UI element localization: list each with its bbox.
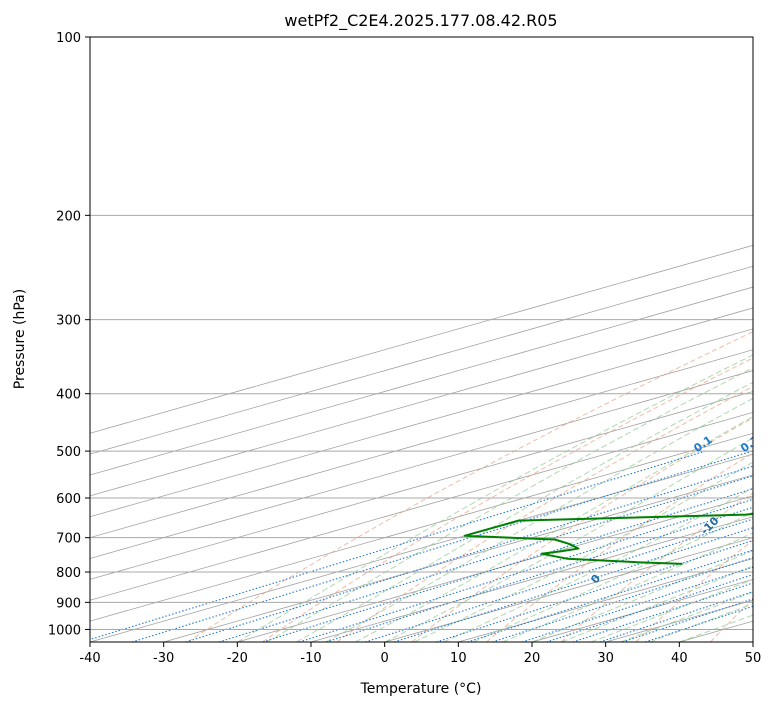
y-tick-label: 800 bbox=[56, 566, 81, 581]
y-tick-label: 1000 bbox=[48, 623, 81, 638]
dry-adiabat-line bbox=[187, 331, 753, 642]
mixing-ratio-line bbox=[622, 598, 753, 642]
mixing-ratio-line bbox=[131, 450, 753, 642]
moist-adiabat-line bbox=[237, 354, 753, 642]
x-tick-label: -20 bbox=[227, 651, 248, 666]
dry-adiabat-line bbox=[336, 385, 753, 642]
x-tick-label: -30 bbox=[153, 651, 174, 666]
mixing-ratio-line bbox=[262, 488, 753, 642]
isotherm-line bbox=[90, 391, 753, 580]
isotherm-line bbox=[310, 516, 753, 642]
isotherm-line bbox=[90, 370, 753, 559]
isotherm-line bbox=[90, 453, 753, 642]
chart-title: wetPf2_C2E4.2025.177.08.42.R05 bbox=[284, 11, 557, 31]
isotherm-line bbox=[752, 641, 753, 642]
mixing-ratio-line bbox=[299, 498, 753, 642]
moist-adiabat-line bbox=[354, 416, 753, 642]
pressure-gridlines bbox=[90, 37, 753, 630]
mixing-ratio-line bbox=[599, 591, 753, 642]
moist-adiabat-line bbox=[413, 461, 753, 642]
y-tick-label: 600 bbox=[56, 492, 81, 507]
y-axis-ticks: 100 200 300 400 500 600 700 800 900 1000 bbox=[48, 31, 90, 638]
y-tick-label: 500 bbox=[56, 445, 81, 460]
mixing-ratio-line bbox=[218, 475, 753, 642]
isotherm-line bbox=[90, 307, 753, 497]
dry-adiabat-line bbox=[710, 598, 753, 642]
x-tick-label: 40 bbox=[671, 651, 688, 666]
isotherm-line bbox=[163, 474, 753, 642]
mixing-ratio-line bbox=[365, 518, 753, 642]
moist-adiabat-line bbox=[443, 487, 753, 642]
moist-adiabat-line bbox=[620, 591, 753, 642]
isotherm-label: 0 bbox=[588, 572, 603, 587]
isotherm-line bbox=[90, 265, 753, 455]
isotherm-line bbox=[90, 432, 753, 622]
dry-adiabat-line bbox=[411, 417, 753, 642]
mixing-ratio-line bbox=[645, 605, 753, 642]
y-tick-label: 200 bbox=[56, 209, 81, 224]
moist-adiabat-line bbox=[325, 397, 753, 642]
mixing-ratio-label: 0.1 bbox=[691, 433, 714, 455]
isotherm-line bbox=[90, 328, 753, 518]
dewpoint-profile-line bbox=[463, 512, 753, 565]
dry-adiabat-line bbox=[262, 357, 753, 642]
x-axis-label: Temperature (°C) bbox=[360, 681, 482, 697]
mixing-ratio-line bbox=[394, 527, 753, 642]
background-lines bbox=[90, 244, 753, 642]
isotherm-line bbox=[90, 411, 753, 601]
y-tick-label: 400 bbox=[56, 388, 81, 403]
profile-lines bbox=[463, 512, 753, 565]
moist-adiabat-line bbox=[384, 437, 753, 642]
x-tick-label: 30 bbox=[597, 651, 614, 666]
mixing-ratio-line bbox=[90, 450, 706, 641]
moist-adiabat-line bbox=[590, 578, 753, 642]
x-tick-label: -40 bbox=[79, 651, 100, 666]
y-tick-label: 900 bbox=[56, 596, 81, 611]
moist-adiabat-line bbox=[502, 532, 753, 642]
mixing-ratio-line bbox=[185, 465, 753, 642]
y-tick-label: 700 bbox=[56, 532, 81, 547]
moist-adiabat-line bbox=[531, 549, 753, 642]
dry-adiabat-line bbox=[560, 492, 753, 642]
y-axis-label: Pressure (hPa) bbox=[12, 289, 28, 389]
dry-adiabat-line bbox=[486, 452, 753, 642]
mixing-ratio-line bbox=[325, 506, 753, 642]
x-tick-label: 0 bbox=[381, 651, 389, 666]
moist-adiabat-line bbox=[561, 565, 753, 642]
plot-frame bbox=[89, 36, 754, 643]
x-tick-label: 10 bbox=[450, 651, 467, 666]
x-axis-ticks: -40 -30 -20 -10 0 10 20 30 40 50 bbox=[79, 642, 761, 666]
moist-adiabat-line bbox=[296, 381, 753, 642]
isotherm-line bbox=[237, 495, 753, 642]
x-tick-label: -10 bbox=[300, 651, 321, 666]
moist-adiabat-line bbox=[266, 367, 753, 642]
isotherm-line bbox=[90, 244, 753, 434]
isotherm-line bbox=[458, 558, 753, 642]
x-tick-label: 50 bbox=[745, 651, 762, 666]
y-tick-label: 100 bbox=[56, 31, 81, 46]
moist-adiabat-line bbox=[679, 614, 753, 642]
moist-adiabat-line bbox=[472, 511, 753, 642]
isotherm-line bbox=[90, 286, 753, 476]
y-tick-label: 300 bbox=[56, 314, 81, 329]
isotherm-line bbox=[679, 620, 753, 642]
isotherm-line bbox=[384, 537, 753, 642]
x-tick-label: 20 bbox=[524, 651, 541, 666]
